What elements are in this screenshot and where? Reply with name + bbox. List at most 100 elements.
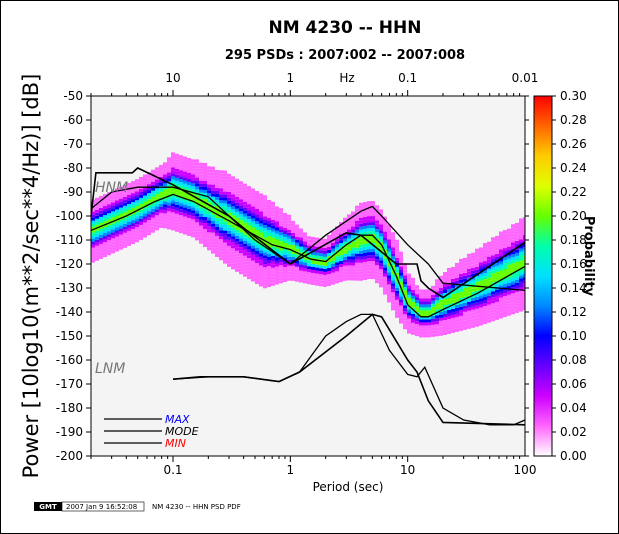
density-cell [359, 211, 363, 215]
density-cell [127, 242, 131, 246]
density-cell [251, 215, 255, 219]
density-cell [175, 162, 179, 166]
density-cell [139, 224, 143, 228]
density-cell [95, 215, 99, 219]
density-cell [231, 236, 235, 240]
density-cell [427, 292, 431, 296]
density-cell [291, 274, 295, 278]
density-cell [483, 279, 487, 283]
density-cell [339, 249, 343, 253]
density-cell [171, 206, 175, 210]
density-cell [407, 300, 411, 304]
density-cell [371, 201, 375, 205]
density-cell [335, 229, 339, 233]
density-cell [339, 264, 343, 268]
density-cell [195, 228, 199, 232]
density-cell [495, 238, 499, 242]
density-cell [243, 204, 247, 208]
density-cell [267, 215, 271, 219]
density-cell [447, 300, 451, 304]
density-cell [491, 306, 495, 310]
density-cell [135, 212, 139, 216]
density-cell [179, 206, 183, 210]
density-cell [403, 293, 407, 297]
density-cell [519, 290, 523, 294]
density-cell [303, 259, 307, 263]
density-cell [271, 216, 275, 220]
density-cell [159, 215, 163, 219]
density-cell [503, 290, 507, 294]
density-cell [111, 247, 115, 251]
density-cell [115, 224, 119, 228]
density-cell [243, 198, 247, 202]
density-cell [291, 250, 295, 254]
density-cell [363, 228, 367, 232]
density-cell [327, 273, 331, 277]
density-cell [255, 269, 259, 273]
density-cell [515, 225, 519, 229]
density-cell [379, 224, 383, 228]
density-cell [255, 257, 259, 261]
density-cell [343, 226, 347, 230]
density-cell [175, 159, 179, 163]
density-cell [227, 245, 231, 249]
density-cell [479, 298, 483, 302]
density-cell [491, 279, 495, 283]
density-cell [435, 309, 439, 313]
density-cell [419, 325, 423, 329]
density-cell [175, 177, 179, 181]
density-cell [291, 271, 295, 275]
density-cell [267, 284, 271, 288]
density-cell [267, 263, 271, 267]
density-cell [227, 251, 231, 255]
density-cell [251, 239, 255, 243]
density-cell [259, 223, 263, 227]
density-cell [387, 251, 391, 255]
density-cell [491, 276, 495, 280]
density-cell [483, 246, 487, 250]
density-cell [479, 292, 483, 296]
density-cell [471, 279, 475, 283]
density-cell [371, 240, 375, 244]
density-cell [207, 214, 211, 218]
density-cell [199, 162, 203, 166]
density-cell [383, 243, 387, 247]
density-cell [383, 234, 387, 238]
density-cell [275, 272, 279, 276]
density-cell [371, 219, 375, 223]
density-cell [227, 182, 231, 186]
density-cell [183, 210, 187, 214]
density-cell [219, 212, 223, 216]
density-cell [267, 278, 271, 282]
density-cell [123, 184, 127, 188]
density-cell [279, 247, 283, 251]
density-cell [187, 220, 191, 224]
density-cell [391, 232, 395, 236]
density-cell [295, 278, 299, 282]
density-cell [435, 285, 439, 289]
density-cell [191, 186, 195, 190]
density-cell [503, 230, 507, 234]
density-cell [243, 216, 247, 220]
density-cell [379, 281, 383, 285]
density-cell [479, 280, 483, 284]
density-cell [459, 309, 463, 313]
density-cell [467, 259, 471, 263]
density-cell [179, 155, 183, 159]
density-cell [235, 178, 239, 182]
density-cell [435, 303, 439, 307]
density-cell [379, 275, 383, 279]
density-cell [507, 297, 511, 301]
density-cell [247, 276, 251, 280]
density-cell [439, 290, 443, 294]
density-cell [283, 239, 287, 243]
density-cell [167, 166, 171, 170]
density-cell [111, 193, 115, 197]
density-cell [291, 262, 295, 266]
density-cell [487, 280, 491, 284]
density-cell [287, 253, 291, 257]
density-cell [115, 233, 119, 237]
density-cell [351, 259, 355, 263]
density-cell [403, 311, 407, 315]
